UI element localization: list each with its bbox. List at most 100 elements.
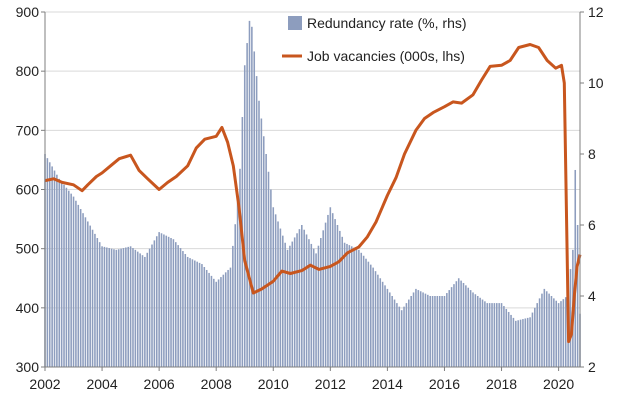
redundancy-bar: [91, 229, 94, 367]
redundancy-bar: [491, 303, 493, 367]
redundancy-bar: [576, 225, 579, 367]
redundancy-bar: [472, 292, 474, 367]
redundancy-bar: [79, 209, 82, 367]
redundancy-bar: [84, 217, 87, 367]
redundancy-bar: [486, 303, 489, 367]
redundancy-bar: [393, 299, 396, 367]
redundancy-bar: [48, 162, 51, 367]
redundancy-bar: [350, 246, 353, 367]
redundancy-bar: [281, 235, 284, 367]
redundancy-bar: [379, 278, 382, 367]
redundancy-bar: [384, 285, 386, 367]
redundancy-bar: [377, 274, 379, 367]
redundancy-bar: [189, 258, 191, 367]
redundancy-bar: [134, 249, 137, 367]
redundancy-bar: [372, 267, 374, 367]
left-tick-label: 400: [16, 300, 40, 316]
right-axis-ticks: 2 4 6 8 10 12: [580, 4, 604, 375]
redundancy-bar: [117, 249, 120, 367]
redundancy-bar: [229, 267, 232, 367]
redundancy-bar: [317, 245, 320, 367]
redundancy-bar: [129, 246, 132, 367]
redundancy-bar: [110, 248, 113, 367]
redundancy-bar: [101, 246, 103, 367]
redundancy-bar: [505, 309, 508, 367]
redundancy-bar: [286, 249, 289, 367]
redundancy-bar: [386, 288, 389, 367]
redundancy-bar: [184, 253, 187, 367]
redundancy-bar: [362, 255, 365, 367]
redundancy-bar: [215, 281, 217, 367]
redundancy-bar: [210, 275, 213, 367]
redundancy-bar: [46, 158, 49, 367]
redundancy-bar: [67, 190, 70, 367]
redundancy-bar: [412, 292, 415, 367]
redundancy-bar: [531, 312, 534, 367]
redundancy-bar: [360, 252, 363, 367]
redundancy-bar: [87, 221, 89, 367]
redundancy-bar: [443, 296, 446, 367]
redundancy-bar: [160, 233, 163, 367]
left-tick-label: 700: [16, 122, 40, 138]
redundancy-bar: [367, 261, 370, 367]
redundancy-bar: [108, 248, 110, 367]
redundancy-bar: [339, 230, 341, 367]
redundancy-bar: [453, 284, 455, 367]
redundancy-bar: [555, 300, 558, 367]
redundancy-bar: [208, 272, 210, 367]
redundancy-bar: [553, 298, 555, 367]
redundancy-bar: [153, 240, 156, 367]
redundancy-bar: [429, 296, 431, 367]
x-tick-label: 2006: [144, 376, 175, 392]
redundancy-bar: [557, 303, 560, 367]
redundancy-bar: [255, 76, 258, 367]
redundancy-bar: [186, 256, 189, 367]
redundancy-bar: [127, 246, 130, 367]
legend-swatch-redundancy: [288, 16, 302, 30]
redundancy-bar: [222, 274, 225, 367]
redundancy-bar: [569, 269, 572, 367]
redundancy-bar: [196, 261, 198, 367]
x-tick-label: 2004: [86, 376, 117, 392]
x-axis-ticks: 2002 2004 2006 2008 2010 2012 2014 2016 2018 2020: [29, 367, 574, 392]
redundancy-bar: [353, 247, 355, 367]
redundancy-bar: [365, 258, 367, 367]
redundancy-bar: [170, 238, 172, 367]
vacancies-line: [44, 43, 582, 344]
redundancy-bar: [146, 252, 149, 367]
redundancy-bar: [60, 181, 63, 367]
right-tick-label: 2: [588, 359, 596, 375]
redundancy-bar: [346, 243, 348, 367]
redundancy-bar: [476, 296, 479, 367]
redundancy-bar: [574, 169, 577, 367]
redundancy-bar: [132, 248, 134, 367]
redundancy-bar: [158, 232, 160, 367]
redundancy-bar: [457, 278, 460, 367]
redundancy-bar: [431, 296, 434, 367]
right-tick-label: 12: [588, 4, 604, 20]
redundancy-bar: [70, 193, 72, 367]
redundancy-bar: [65, 187, 68, 367]
redundancy-bar: [481, 299, 484, 367]
redundancy-bar: [106, 247, 108, 367]
redundancy-bar: [258, 100, 260, 367]
redundancy-bar: [419, 291, 422, 367]
vacancies-series-line: [44, 43, 582, 344]
redundancy-bar: [246, 43, 248, 367]
redundancy-bar: [289, 245, 291, 367]
redundancy-bar: [234, 224, 237, 367]
redundancy-bar: [144, 256, 146, 367]
redundancy-bar: [274, 214, 277, 367]
redundancy-bar: [298, 229, 301, 367]
right-tick-label: 8: [588, 146, 596, 162]
x-tick-label: 2018: [486, 376, 517, 392]
redundancy-bar: [179, 248, 182, 367]
redundancy-bar: [424, 293, 427, 367]
redundancy-bar: [422, 292, 424, 367]
x-tick-label: 2012: [315, 376, 346, 392]
redundancy-bar: [251, 26, 253, 368]
redundancy-bar: [51, 166, 53, 367]
redundancy-bar: [417, 290, 420, 367]
left-tick-label: 500: [16, 241, 40, 257]
